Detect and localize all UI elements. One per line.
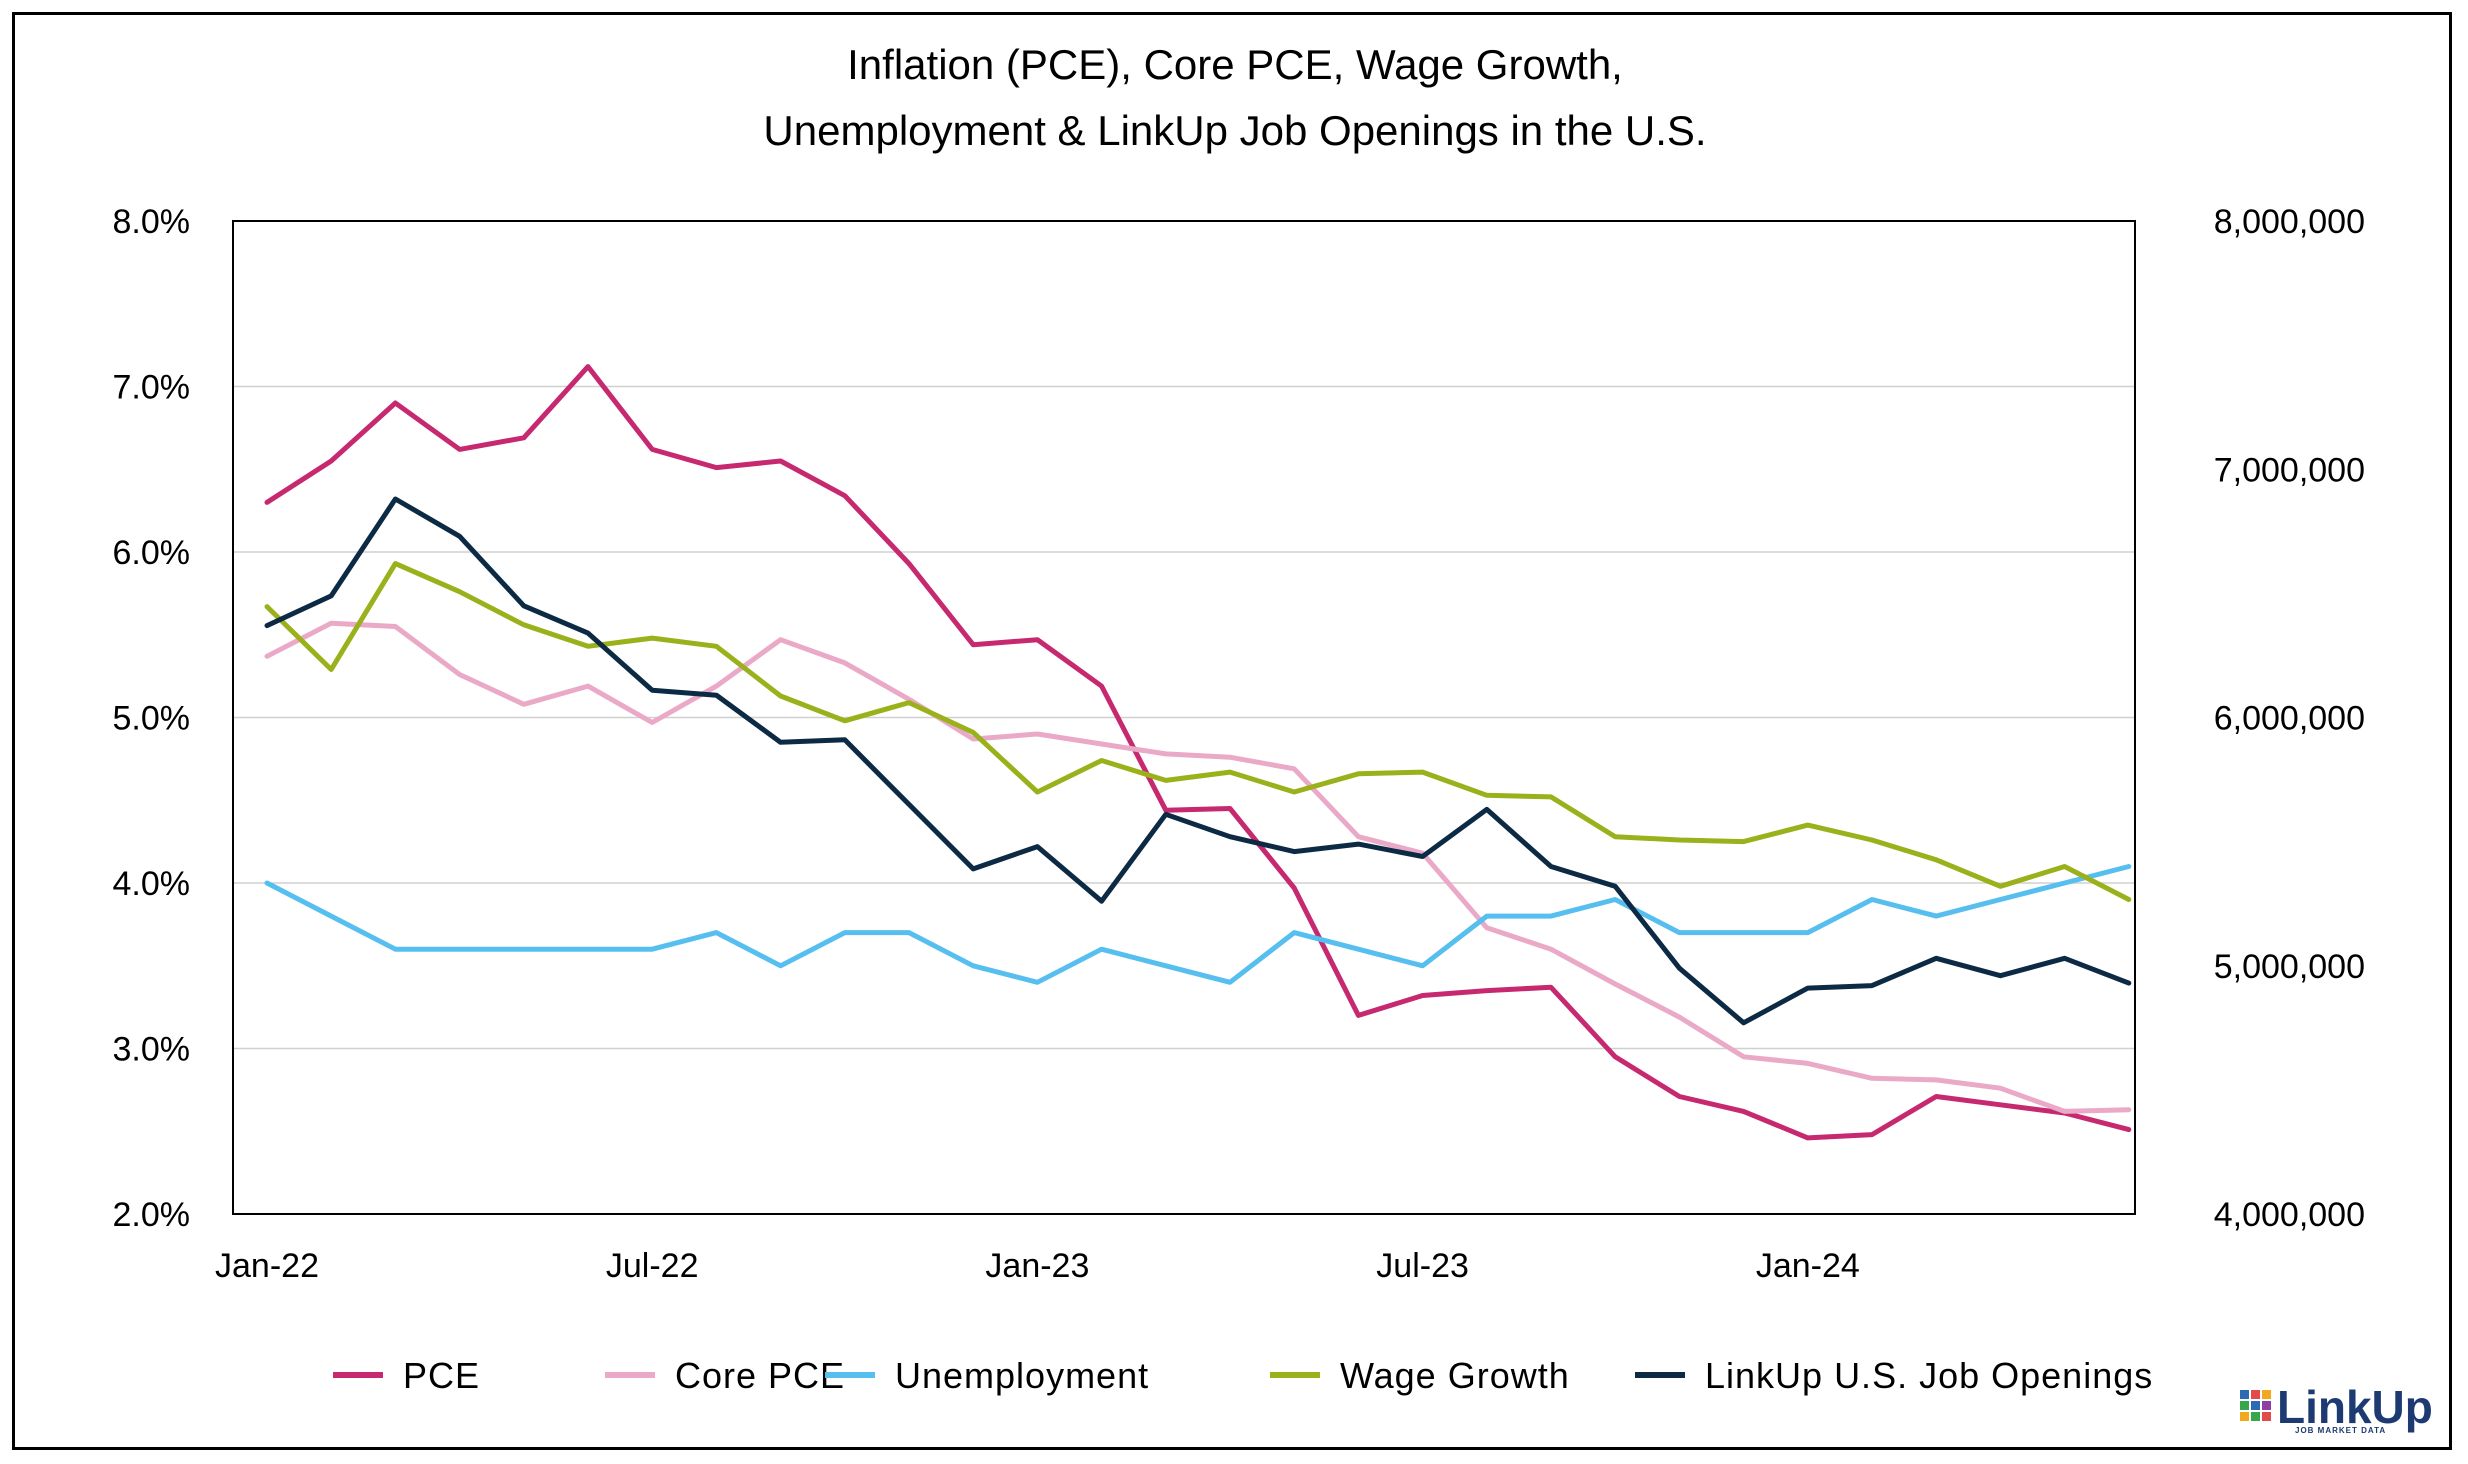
right-axis-tick-label: 7,000,000 xyxy=(2214,451,2365,489)
gridlines xyxy=(233,385,2135,1050)
plot-area-border xyxy=(232,220,2136,1215)
right-axis-ticks: 4,000,000 5,000,000 6,000,000 7,000,000 8,00… xyxy=(2214,203,2365,1234)
right-axis-tick-label: 8,000,000 xyxy=(2214,203,2365,241)
chart-frame: Inflation (PCE), Core PCE, Wage Growth, … xyxy=(12,12,2452,1450)
right-axis-tick-label: 4,000,000 xyxy=(2214,1196,2365,1234)
left-axis-tick-label: 3.0% xyxy=(113,1031,191,1069)
logo-tagline: JOB MARKET DATA xyxy=(2295,1426,2386,1435)
chart-canvas: Inflation (PCE), Core PCE, Wage Growth, … xyxy=(113,41,2433,1435)
x-axis-tick-label: Jul-23 xyxy=(1376,1247,1469,1285)
x-axis-tick-label: Jan-23 xyxy=(985,1247,1089,1285)
left-axis-tick-label: 4.0% xyxy=(113,865,191,903)
right-axis-tick-label: 6,000,000 xyxy=(2214,700,2365,738)
x-axis-tick-label: Jul-22 xyxy=(606,1247,699,1285)
legend-label: Core PCE xyxy=(675,1355,845,1396)
series-line-core-pce xyxy=(264,620,2132,1114)
linkup-logo: LinkUp JOB MARKET DATA xyxy=(2240,1381,2433,1435)
series-lines xyxy=(264,364,2132,1141)
series-line-pce xyxy=(264,364,2132,1141)
legend: PCE Core PCE Unemployment Wage Growth LinkUp… xyxy=(333,1355,2153,1396)
right-axis-tick-label: 5,000,000 xyxy=(2214,948,2365,986)
series-line-unemployment xyxy=(264,864,2132,985)
x-axis-tick-label: Jan-24 xyxy=(1756,1247,1860,1285)
left-axis-tick-label: 7.0% xyxy=(113,369,191,407)
left-axis-tick-label: 6.0% xyxy=(113,534,191,572)
chart-title-line2: Unemployment & LinkUp Job Openings in th… xyxy=(763,107,1706,154)
legend-label: Wage Growth xyxy=(1340,1355,1570,1396)
series-line-wage-growth xyxy=(264,561,2132,902)
legend-label: PCE xyxy=(403,1355,480,1396)
x-axis-tick-label: Jan-22 xyxy=(215,1247,319,1285)
legend-label: LinkUp U.S. Job Openings xyxy=(1705,1355,2153,1396)
series-line-linkup-u-s-job-openings xyxy=(264,496,2132,1026)
left-axis-tick-label: 8.0% xyxy=(113,203,191,241)
logo-name: LinkUp xyxy=(2277,1381,2433,1433)
left-axis-tick-label: 5.0% xyxy=(113,700,191,738)
linkup-logo-icon xyxy=(2240,1390,2271,1421)
chart-title-line1: Inflation (PCE), Core PCE, Wage Growth, xyxy=(847,41,1623,88)
legend-label: Unemployment xyxy=(895,1355,1149,1396)
x-axis-ticks: Jan-22 Jul-22 Jan-23 Jul-23 Jan-24 xyxy=(215,1247,1860,1285)
left-axis-ticks: 2.0% 3.0% 4.0% 5.0% 6.0% 7.0% 8.0% xyxy=(113,203,191,1234)
left-axis-tick-label: 2.0% xyxy=(113,1196,191,1234)
